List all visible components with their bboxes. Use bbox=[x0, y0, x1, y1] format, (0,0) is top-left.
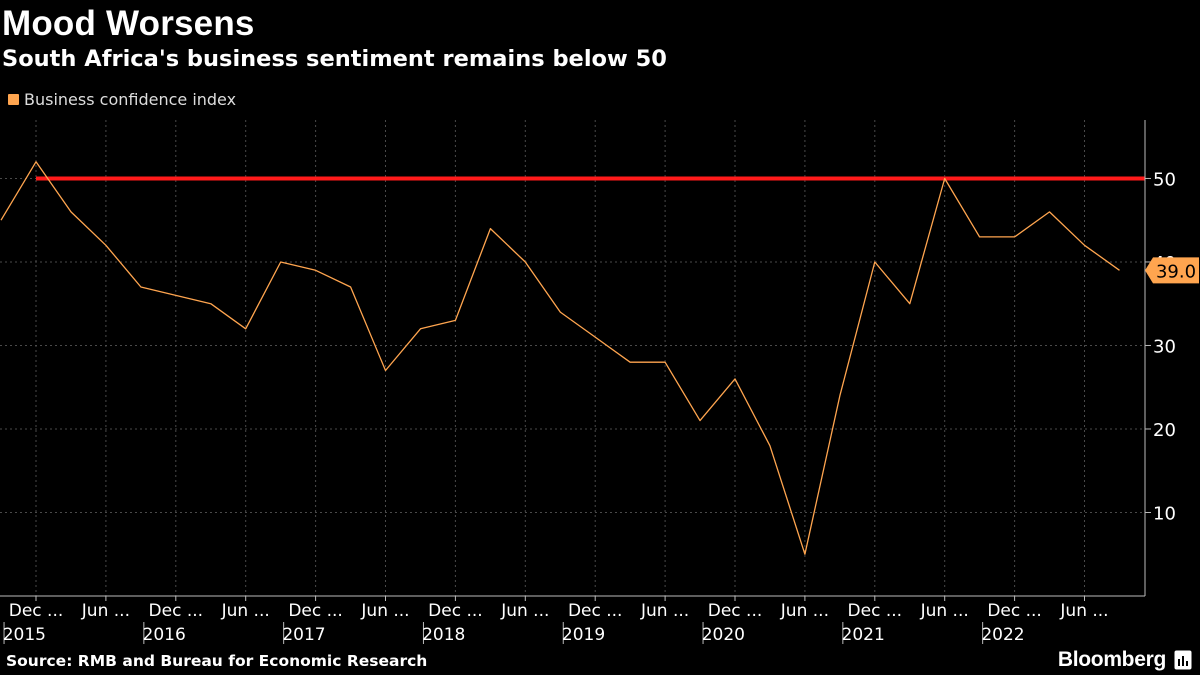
x-tick-label: Dec ... bbox=[568, 601, 623, 621]
x-tick-label: Jun ... bbox=[221, 601, 270, 621]
x-tick-label: Dec ... bbox=[708, 601, 763, 621]
value-label-group: 39.0 bbox=[1145, 257, 1199, 284]
x-tick-label: Jun ... bbox=[360, 601, 409, 621]
series-group bbox=[0, 161, 1120, 555]
legend-swatch bbox=[8, 94, 19, 105]
series-line-business-confidence bbox=[0, 161, 1120, 555]
x-tick-label: Jun ... bbox=[920, 601, 969, 621]
x-tick-label: Dec ... bbox=[987, 601, 1042, 621]
x-tick-label: Jun ... bbox=[81, 601, 130, 621]
year-label: 2018 bbox=[422, 625, 465, 645]
y-tick-label: 30 bbox=[1153, 336, 1176, 357]
chart-subtitle: South Africa's business sentiment remain… bbox=[2, 46, 667, 72]
year-label: 2021 bbox=[842, 625, 885, 645]
x-tick-label: Jun ... bbox=[640, 601, 689, 621]
legend-label: Business confidence index bbox=[24, 90, 237, 109]
year-label: 2015 bbox=[3, 625, 46, 645]
x-tick-label: Jun ... bbox=[780, 601, 829, 621]
y-tick-label: 50 bbox=[1153, 169, 1176, 190]
chart-area: 1020304050Dec ...Jun ...Dec ...Jun ...De… bbox=[0, 120, 1199, 645]
legend: Business confidence index bbox=[8, 90, 236, 109]
year-label: 2019 bbox=[562, 625, 605, 645]
year-label: 2022 bbox=[981, 625, 1024, 645]
bloomberg-logo: Bloomberg bbox=[1057, 648, 1166, 671]
y-tick-label: 20 bbox=[1153, 420, 1176, 441]
year-label: 2016 bbox=[143, 625, 186, 645]
last-value-tag bbox=[1145, 257, 1199, 284]
x-tick-label: Dec ... bbox=[848, 601, 903, 621]
x-tick-label: Jun ... bbox=[500, 601, 549, 621]
x-tick-label: Dec ... bbox=[288, 601, 343, 621]
y-tick-label: 10 bbox=[1153, 503, 1176, 524]
last-value-label: 39.0 bbox=[1156, 261, 1196, 282]
x-tick-label: Jun ... bbox=[1059, 601, 1108, 621]
axes: 1020304050Dec ...Jun ...Dec ...Jun ...De… bbox=[0, 120, 1176, 645]
chart-title: Mood Worsens bbox=[2, 4, 255, 43]
x-tick-label: Dec ... bbox=[149, 601, 204, 621]
terminal-icon bbox=[1174, 650, 1192, 670]
year-label: 2020 bbox=[702, 625, 745, 645]
x-tick-label: Dec ... bbox=[428, 601, 483, 621]
year-label: 2017 bbox=[282, 625, 325, 645]
source-note: Source: RMB and Bureau for Economic Rese… bbox=[6, 652, 428, 670]
x-tick-label: Dec ... bbox=[9, 601, 64, 621]
gridlines bbox=[0, 120, 1145, 596]
